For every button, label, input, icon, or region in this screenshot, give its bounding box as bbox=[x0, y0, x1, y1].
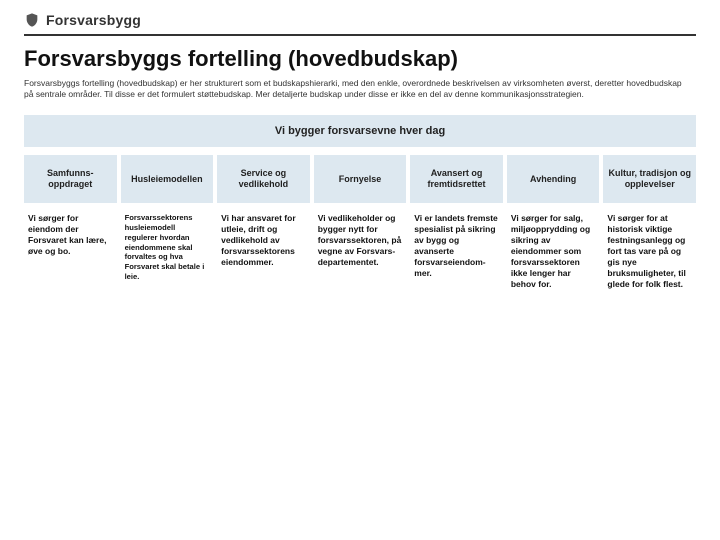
shield-icon bbox=[24, 12, 40, 28]
col-head-0: Samfunns-oppdraget bbox=[24, 155, 117, 203]
page-title: Forsvarsbyggs fortelling (hovedbudskap) bbox=[24, 46, 696, 72]
col-head-5: Avhending bbox=[507, 155, 600, 203]
col-body-4: Vi er landets fremste spesialist på sikr… bbox=[410, 207, 503, 294]
col-body-0: Vi sørger for eiendom der Forsvaret kan … bbox=[24, 207, 117, 294]
col-head-4: Avansert og fremtidsrettet bbox=[410, 155, 503, 203]
col-head-3: Fornyelse bbox=[314, 155, 407, 203]
header-bar: Forsvarsbygg bbox=[24, 12, 696, 36]
col-body-5: Vi sørger for salg, miljøopprydding og s… bbox=[507, 207, 600, 294]
col-body-1: Forsvarssektorens husleiemodell regulere… bbox=[121, 207, 214, 294]
col-body-2: Vi har ansvaret for utleie, drift og ved… bbox=[217, 207, 310, 294]
col-head-6: Kultur, tradisjon og opplevelser bbox=[603, 155, 696, 203]
main-banner: Vi bygger forsvarsevne hver dag bbox=[24, 115, 696, 147]
intro-paragraph: Forsvarsbyggs fortelling (hovedbudskap) … bbox=[24, 78, 684, 101]
col-head-2: Service og vedlikehold bbox=[217, 155, 310, 203]
message-grid: Samfunns-oppdraget Husleiemodellen Servi… bbox=[24, 155, 696, 294]
col-body-6: Vi sørger for at historisk viktige festn… bbox=[603, 207, 696, 294]
col-body-3: Vi vedlikeholder og bygger nytt for fors… bbox=[314, 207, 407, 294]
col-head-1: Husleiemodellen bbox=[121, 155, 214, 203]
logo-text: Forsvarsbygg bbox=[46, 12, 141, 28]
